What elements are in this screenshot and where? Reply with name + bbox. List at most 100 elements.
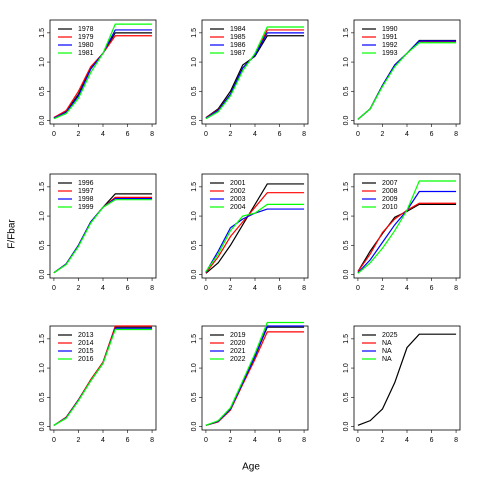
x-tick-label: 8 xyxy=(454,285,458,292)
x-tick-label: 8 xyxy=(150,437,154,444)
x-tick-label: 8 xyxy=(302,285,306,292)
x-tick-label: 6 xyxy=(126,131,130,138)
legend-label: 2022 xyxy=(230,356,246,363)
series-line xyxy=(205,203,305,272)
x-tick-label: 2 xyxy=(229,437,233,444)
y-tick-label: 0.5 xyxy=(191,240,198,250)
series-line xyxy=(205,35,305,119)
legend-label: 2014 xyxy=(78,340,94,347)
y-tick-label: 0.5 xyxy=(39,86,46,96)
series-line xyxy=(53,35,153,119)
series-line xyxy=(53,325,153,426)
y-tick-label: 0.5 xyxy=(39,392,46,402)
legend-label: 2001 xyxy=(230,180,246,187)
y-tick-label: 0.0 xyxy=(39,116,46,126)
y-tick-label: 0.5 xyxy=(343,392,350,402)
legend-label: 1979 xyxy=(78,34,94,41)
y-tick-label: 1.0 xyxy=(343,57,350,67)
legend-label: 1978 xyxy=(78,26,94,33)
legend-label: 2019 xyxy=(230,332,246,339)
x-tick-label: 8 xyxy=(150,285,154,292)
x-tick-label: 6 xyxy=(278,131,282,138)
x-tick-label: 8 xyxy=(150,131,154,138)
legend-label: 1996 xyxy=(78,180,94,187)
x-tick-label: 4 xyxy=(405,285,409,292)
x-tick-label: 4 xyxy=(253,285,257,292)
series-line xyxy=(357,202,457,272)
y-tick-label: 0.5 xyxy=(191,86,198,96)
legend-label: 1990 xyxy=(382,26,398,33)
y-tick-label: 0.5 xyxy=(343,86,350,96)
y-tick-label: 1.0 xyxy=(343,363,350,373)
series-line xyxy=(53,29,153,119)
x-tick-label: 8 xyxy=(302,437,306,444)
legend-label: 2016 xyxy=(78,356,94,363)
x-tick-label: 4 xyxy=(253,131,257,138)
y-tick-label: 1.0 xyxy=(191,57,198,67)
y-tick-label: 1.5 xyxy=(191,182,198,192)
y-axis-label: F/Fbar xyxy=(7,219,18,249)
x-tick-label: 6 xyxy=(278,285,282,292)
y-tick-label: 0.0 xyxy=(191,116,198,126)
legend-label: 1991 xyxy=(382,34,398,41)
series-line xyxy=(205,192,305,274)
x-tick-label: 6 xyxy=(430,285,434,292)
legend-label: 2007 xyxy=(382,180,398,187)
legend-label: 1999 xyxy=(78,204,94,211)
series-line xyxy=(53,199,153,274)
legend-label: 1987 xyxy=(230,50,246,57)
x-tick-label: 0 xyxy=(204,131,208,138)
y-tick-label: 1.5 xyxy=(39,182,46,192)
y-tick-label: 1.0 xyxy=(39,57,46,67)
y-tick-label: 1.0 xyxy=(343,211,350,221)
x-tick-label: 0 xyxy=(52,131,56,138)
series-line xyxy=(357,42,457,120)
x-tick-label: 4 xyxy=(253,437,257,444)
x-tick-label: 2 xyxy=(381,437,385,444)
series-line xyxy=(205,326,305,426)
x-tick-label: 6 xyxy=(430,437,434,444)
y-tick-label: 1.0 xyxy=(39,363,46,373)
x-tick-label: 2 xyxy=(381,285,385,292)
y-tick-label: 1.5 xyxy=(343,28,350,38)
plot-frame xyxy=(353,325,461,431)
x-tick-label: 0 xyxy=(204,437,208,444)
x-axis-label: Age xyxy=(242,462,260,473)
x-tick-label: 8 xyxy=(302,131,306,138)
y-tick-label: 0.5 xyxy=(191,392,198,402)
y-tick-label: 1.5 xyxy=(343,334,350,344)
legend-label: 2021 xyxy=(230,348,246,355)
series-line xyxy=(53,23,153,120)
series-line xyxy=(357,180,457,274)
series-line xyxy=(357,203,457,272)
y-tick-label: 0.0 xyxy=(39,422,46,432)
plot-frame xyxy=(49,173,157,279)
x-tick-label: 6 xyxy=(126,437,130,444)
x-tick-label: 6 xyxy=(430,131,434,138)
x-tick-label: 4 xyxy=(405,437,409,444)
y-tick-label: 0.0 xyxy=(191,270,198,280)
y-tick-label: 1.5 xyxy=(343,182,350,192)
plot-frame xyxy=(201,325,309,431)
legend-label: 2003 xyxy=(230,196,246,203)
x-tick-label: 2 xyxy=(77,437,81,444)
legend-label: 2025 xyxy=(382,332,398,339)
x-tick-label: 8 xyxy=(454,437,458,444)
x-tick-label: 2 xyxy=(77,285,81,292)
x-tick-label: 8 xyxy=(454,131,458,138)
x-tick-label: 6 xyxy=(278,437,282,444)
legend-label: 1993 xyxy=(382,50,398,57)
legend-label: 2013 xyxy=(78,332,94,339)
series-line xyxy=(53,328,153,426)
legend-label: 2002 xyxy=(230,188,246,195)
y-tick-label: 0.0 xyxy=(39,270,46,280)
legend-label: NA xyxy=(382,348,392,355)
